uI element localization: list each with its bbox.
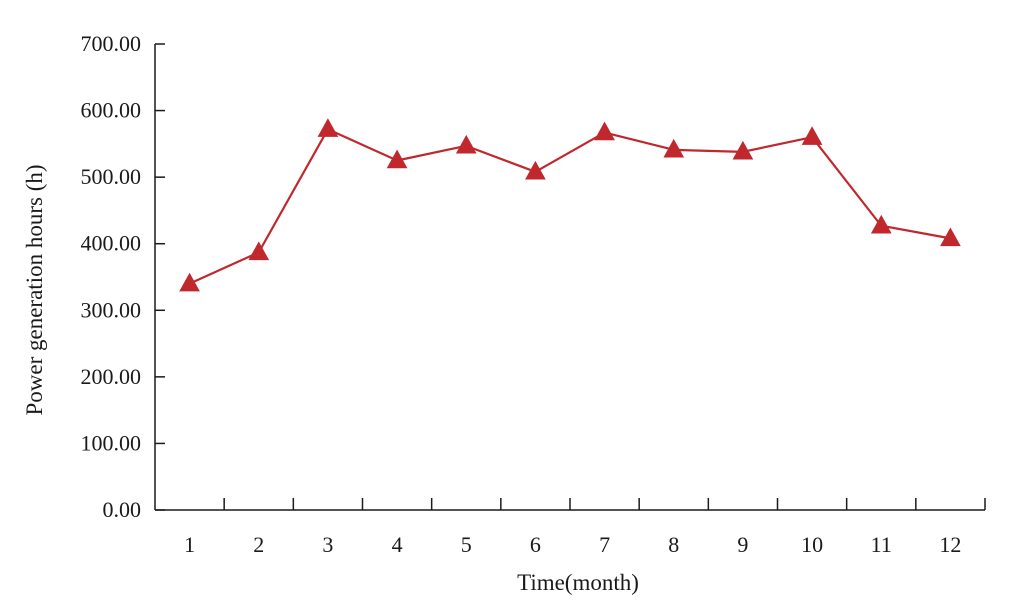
y-tick-label: 700.00 (81, 31, 142, 56)
x-tick-label: 4 (392, 532, 403, 557)
y-tick-label: 600.00 (81, 98, 142, 123)
x-tick-label: 3 (322, 532, 333, 557)
x-tick-label: 1 (184, 532, 195, 557)
data-point-marker (663, 138, 685, 158)
y-axis-ticks: 0.00 100.00 200.00 300.00 400.00 500.00 600.00… (81, 31, 165, 522)
x-tick-label: 7 (599, 532, 610, 557)
x-tick-label: 2 (253, 532, 264, 557)
y-tick-label: 300.00 (81, 297, 142, 322)
data-point-marker (732, 140, 754, 160)
y-tick-label: 0.00 (103, 497, 142, 522)
y-tick-label: 100.00 (81, 430, 142, 455)
x-axis-ticks: 1 2 3 4 5 6 7 8 9 10 11 12 (184, 498, 986, 557)
data-point-marker (525, 160, 546, 180)
data-point-marker (940, 227, 961, 247)
data-point-marker (455, 134, 477, 154)
data-point-marker (594, 121, 615, 141)
data-point-marker (386, 149, 408, 169)
x-tick-label: 8 (668, 532, 679, 557)
x-tick-label: 10 (801, 532, 823, 557)
y-tick-label: 400.00 (81, 231, 142, 256)
data-point-marker (179, 272, 200, 292)
y-tick-label: 500.00 (81, 164, 142, 189)
data-point-marker (317, 118, 339, 137)
data-point-marker (870, 214, 892, 234)
x-tick-label: 6 (530, 532, 541, 557)
series-line (189, 128, 951, 285)
series-layer (179, 118, 961, 292)
y-tick-label: 200.00 (81, 364, 142, 389)
x-tick-label: 12 (939, 532, 961, 557)
data-point-marker (801, 126, 823, 145)
y-axis-label: Power generation hours (h) (22, 164, 47, 415)
x-tick-label: 9 (737, 532, 748, 557)
x-tick-label: 11 (871, 532, 892, 557)
data-point-marker (248, 241, 270, 261)
x-tick-label: 5 (461, 532, 472, 557)
chart-axes (154, 44, 985, 511)
x-axis-label: Time(month) (517, 570, 639, 595)
